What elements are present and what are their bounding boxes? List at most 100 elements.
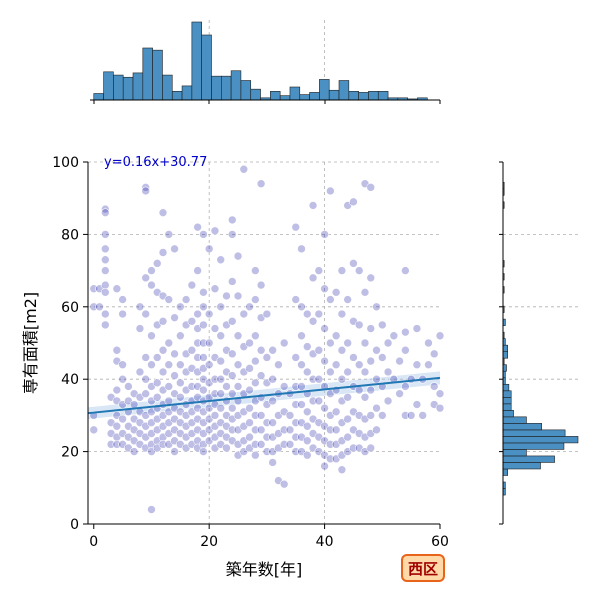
y-hist-bar bbox=[502, 351, 508, 359]
y-hist-bar bbox=[502, 429, 566, 437]
data-point bbox=[354, 266, 364, 275]
data-point bbox=[129, 447, 139, 456]
data-point bbox=[337, 309, 347, 319]
data-point bbox=[147, 331, 156, 341]
data-point bbox=[256, 371, 266, 380]
data-point bbox=[337, 374, 347, 384]
data-point bbox=[210, 324, 220, 333]
data-point bbox=[435, 389, 445, 398]
data-point bbox=[216, 302, 226, 312]
data-point bbox=[176, 302, 185, 312]
scatter-plot-area: 0 20 40 60 0 20 40 60 80 100 築年数[年] 専有面積[m2] y=0… bbox=[21, 155, 449, 579]
x-hist-bar bbox=[289, 86, 301, 101]
data-point bbox=[424, 338, 433, 348]
y-hist-bar bbox=[502, 416, 527, 424]
data-point bbox=[158, 345, 168, 355]
data-point bbox=[320, 230, 329, 239]
data-point bbox=[285, 411, 295, 420]
y-hist-bar bbox=[502, 396, 512, 405]
data-point bbox=[147, 360, 156, 370]
data-point bbox=[245, 418, 254, 427]
data-point bbox=[152, 353, 162, 362]
data-point bbox=[435, 403, 445, 413]
data-point bbox=[227, 403, 237, 413]
data-point bbox=[412, 400, 422, 409]
data-point bbox=[256, 392, 266, 402]
data-point bbox=[297, 382, 306, 391]
y-tick-label: 40 bbox=[61, 372, 79, 388]
data-point bbox=[251, 295, 260, 304]
data-point bbox=[164, 382, 174, 391]
data-point bbox=[170, 371, 179, 380]
district-badge-label: 西区 bbox=[408, 560, 438, 578]
data-point bbox=[187, 280, 197, 290]
data-point bbox=[239, 164, 249, 174]
data-point bbox=[337, 266, 347, 275]
data-point bbox=[204, 309, 214, 319]
x-hist-bar bbox=[358, 92, 369, 101]
data-point bbox=[435, 331, 445, 341]
data-point bbox=[302, 342, 312, 351]
data-point bbox=[245, 364, 254, 373]
data-point bbox=[101, 255, 110, 265]
data-point bbox=[268, 418, 277, 427]
data-point bbox=[164, 360, 174, 370]
data-point bbox=[268, 458, 277, 467]
data-point bbox=[216, 403, 226, 413]
x-hist-bar bbox=[122, 76, 134, 101]
data-point bbox=[176, 378, 185, 388]
data-point bbox=[268, 396, 277, 406]
data-point bbox=[204, 244, 214, 254]
data-point bbox=[331, 407, 341, 417]
data-point bbox=[227, 371, 237, 380]
data-point bbox=[101, 244, 110, 254]
data-point bbox=[141, 186, 151, 196]
data-point bbox=[291, 295, 301, 304]
data-point bbox=[354, 320, 364, 330]
data-point bbox=[227, 389, 237, 398]
data-point bbox=[343, 432, 352, 442]
y-tick-label: 100 bbox=[52, 155, 79, 171]
x-hist-bar bbox=[368, 91, 379, 101]
data-point bbox=[89, 425, 99, 435]
data-point bbox=[401, 327, 410, 337]
data-point bbox=[176, 331, 185, 341]
data-point bbox=[222, 382, 231, 391]
data-point bbox=[262, 353, 272, 362]
data-point bbox=[308, 273, 318, 283]
data-point bbox=[297, 400, 306, 409]
data-point bbox=[302, 309, 312, 319]
data-point bbox=[199, 320, 208, 330]
x-hist-bar bbox=[181, 85, 193, 101]
data-point bbox=[210, 226, 220, 236]
data-point bbox=[308, 316, 318, 326]
data-point bbox=[343, 295, 352, 304]
data-point bbox=[395, 356, 404, 366]
y-tick-label: 80 bbox=[61, 227, 79, 243]
x-hist-bar bbox=[328, 89, 340, 101]
data-point bbox=[256, 345, 266, 355]
data-point bbox=[366, 324, 376, 333]
data-point bbox=[343, 392, 352, 402]
y-hist-bar bbox=[502, 449, 527, 457]
data-point bbox=[141, 309, 151, 319]
district-badge-box bbox=[401, 554, 445, 582]
regression-equation: y=0.16x+30.77 bbox=[104, 155, 207, 170]
data-point bbox=[101, 266, 110, 275]
data-point bbox=[101, 320, 110, 330]
data-point bbox=[216, 389, 226, 398]
y-hist-bar bbox=[502, 442, 565, 450]
x-hist-bar bbox=[338, 80, 350, 101]
data-point bbox=[418, 411, 427, 420]
data-point bbox=[141, 273, 151, 283]
data-point bbox=[314, 266, 324, 275]
data-point bbox=[383, 396, 393, 406]
data-point bbox=[199, 447, 208, 456]
data-point bbox=[193, 309, 202, 319]
x-hist-bar bbox=[171, 91, 183, 101]
y-tick-label: 60 bbox=[61, 300, 79, 316]
data-point bbox=[429, 349, 439, 359]
data-point bbox=[158, 316, 168, 326]
y-hist-bar bbox=[502, 410, 514, 418]
